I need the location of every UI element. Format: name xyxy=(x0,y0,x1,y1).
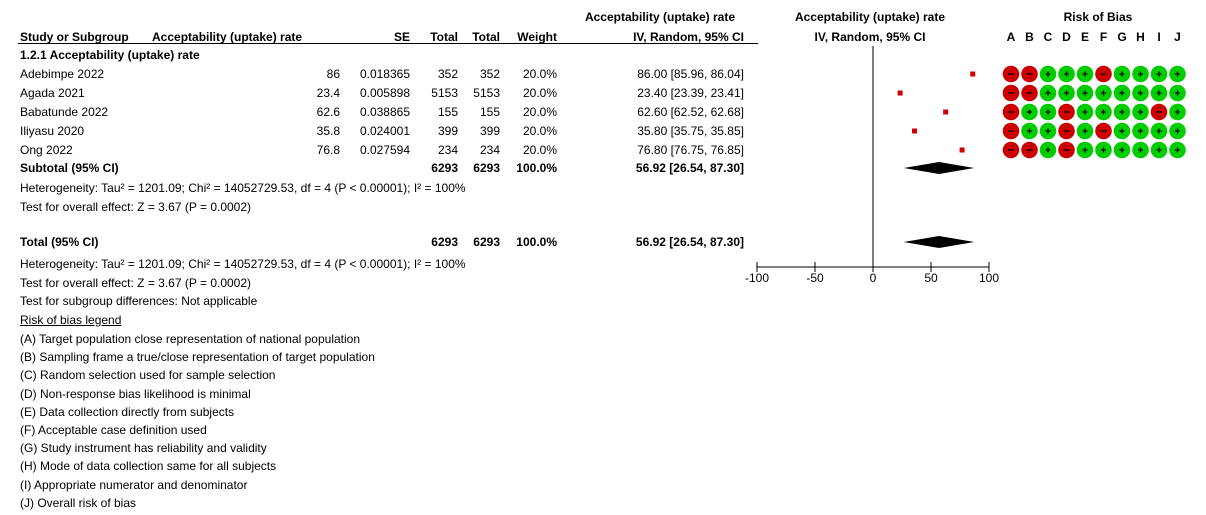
study-ci: 76.80 [76.75, 76.85] xyxy=(637,143,744,157)
study-total1: 352 xyxy=(437,67,458,81)
overall-effect-subgroup: Test for overall effect: Z = 3.67 (P = 0… xyxy=(20,200,252,214)
legend-item: (D) Non-response bias likelihood is mini… xyxy=(20,386,251,401)
rob-letter: J xyxy=(1174,30,1181,44)
study-se: 0.018365 xyxy=(359,67,410,81)
x-tick-label: 50 xyxy=(924,271,938,285)
total-total1: 6293 xyxy=(431,235,458,249)
se-column-header: SE xyxy=(393,30,410,44)
plot-header-top: Acceptability (uptake) rate xyxy=(794,10,946,24)
subgroup-differences-test: Test for subgroup differences: Not appli… xyxy=(20,294,258,308)
study-name: Iliyasu 2020 xyxy=(20,124,85,138)
study-weight: 20.0% xyxy=(522,86,557,100)
total-total2: 6293 xyxy=(473,235,500,249)
study-point-marker xyxy=(897,90,903,96)
study-se: 0.038865 xyxy=(359,105,410,119)
rob-header-title: Risk of Bias xyxy=(1063,10,1133,24)
study-point-marker xyxy=(912,128,918,134)
study-estimate: 86 xyxy=(326,67,340,81)
estimate-column-header: Acceptability (uptake) rate xyxy=(152,30,303,44)
study-ci: 86.00 [85.96, 86.04] xyxy=(637,67,744,81)
plot-header-sub: IV, Random, 95% CI xyxy=(814,30,926,44)
total2-column-header: Total xyxy=(472,30,500,44)
legend-item: (I) Appropriate numerator and denominato… xyxy=(20,477,248,492)
study-name: Agada 2021 xyxy=(20,86,85,100)
legend-item: (F) Acceptable case definition used xyxy=(20,423,207,437)
rob-letter: C xyxy=(1043,30,1053,44)
pooled-diamond xyxy=(903,236,975,248)
total-weight: 100.0% xyxy=(516,235,557,249)
x-tick-label: 100 xyxy=(979,271,999,285)
ci-header-sub: IV, Random, 95% CI xyxy=(633,30,744,44)
ci-header-top: Acceptability (uptake) rate xyxy=(584,10,736,24)
study-weight: 20.0% xyxy=(522,124,557,138)
subtotal-total2: 6293 xyxy=(473,161,500,175)
study-point-marker xyxy=(959,147,965,153)
study-point-marker xyxy=(943,109,949,115)
study-total2: 155 xyxy=(479,105,500,119)
study-ci: 23.40 [23.39, 23.41] xyxy=(637,86,744,100)
rob-letter: G xyxy=(1117,30,1127,44)
study-se: 0.005898 xyxy=(359,86,410,100)
study-total2: 399 xyxy=(479,124,500,138)
study-name: Ong 2022 xyxy=(20,143,73,157)
study-total2: 5153 xyxy=(473,86,500,100)
study-estimate: 62.6 xyxy=(316,105,340,119)
rob-letter: B xyxy=(1025,30,1034,44)
study-point-marker xyxy=(970,71,976,77)
study-ci: 62.60 [62.52, 62.68] xyxy=(637,105,744,119)
legend-item: (C) Random selection used for sample sel… xyxy=(20,368,276,383)
study-estimate: 23.4 xyxy=(316,86,340,100)
rob-letter: E xyxy=(1080,30,1089,44)
total-ci: 56.92 [26.54, 87.30] xyxy=(635,235,744,249)
subtotal-weight: 100.0% xyxy=(516,161,557,175)
subtotal-ci: 56.92 [26.54, 87.30] xyxy=(635,161,744,175)
study-total1: 399 xyxy=(437,124,458,138)
subtotal-label: Subtotal (95% CI) xyxy=(20,161,119,175)
rob-letter: H xyxy=(1136,30,1145,44)
legend-item: (E) Data collection directly from subjec… xyxy=(20,404,235,419)
heterogeneity-total: Heterogeneity: Tau² = 1201.09; Chi² = 14… xyxy=(20,257,466,271)
legend-item: (J) Overall risk of bias xyxy=(20,495,137,510)
study-total2: 234 xyxy=(479,143,500,157)
study-ci: 35.80 [35.75, 35.85] xyxy=(637,124,744,138)
x-tick-label: 0 xyxy=(870,271,877,285)
study-name: Babatunde 2022 xyxy=(20,105,109,119)
rob-letter: D xyxy=(1062,30,1071,44)
x-tick-label: -100 xyxy=(745,271,769,285)
total1-column-header: Total xyxy=(430,30,458,44)
overall-effect-total: Test for overall effect: Z = 3.67 (P = 0… xyxy=(20,276,252,290)
study-weight: 20.0% xyxy=(522,67,557,81)
pooled-diamond xyxy=(903,162,975,174)
legend-item: (G) Study instrument has reliability and… xyxy=(20,441,267,456)
study-total1: 5153 xyxy=(431,86,458,100)
x-tick-label: -50 xyxy=(806,271,824,285)
study-total1: 155 xyxy=(437,105,458,119)
study-estimate: 35.8 xyxy=(316,124,340,138)
legend-item: (H) Mode of data collection same for all… xyxy=(20,459,277,474)
subtotal-total1: 6293 xyxy=(431,161,458,175)
rob-letter: F xyxy=(1099,30,1108,44)
study-total2: 352 xyxy=(479,67,500,81)
study-total1: 234 xyxy=(437,143,458,157)
study-weight: 20.0% xyxy=(522,143,557,157)
study-name: Adebimpe 2022 xyxy=(20,67,105,81)
rob-letter: I xyxy=(1157,30,1161,44)
subgroup-title: 1.2.1 Acceptability (uptake) rate xyxy=(20,48,200,62)
heterogeneity-subgroup: Heterogeneity: Tau² = 1201.09; Chi² = 14… xyxy=(20,181,466,195)
legend-item: (B) Sampling frame a true/close represen… xyxy=(20,350,375,365)
study-column-header: Study or Subgroup xyxy=(20,30,129,44)
risk-of-bias-legend-title: Risk of bias legend xyxy=(20,313,122,327)
legend-item: (A) Target population close representati… xyxy=(20,332,361,346)
rob-letter: A xyxy=(1006,30,1016,44)
total-label: Total (95% CI) xyxy=(20,235,99,249)
study-se: 0.024001 xyxy=(359,124,410,138)
header-divider xyxy=(18,43,758,44)
study-estimate: 76.8 xyxy=(316,143,340,157)
weight-column-header: Weight xyxy=(517,30,557,44)
study-se: 0.027594 xyxy=(359,143,410,157)
study-weight: 20.0% xyxy=(522,105,557,119)
